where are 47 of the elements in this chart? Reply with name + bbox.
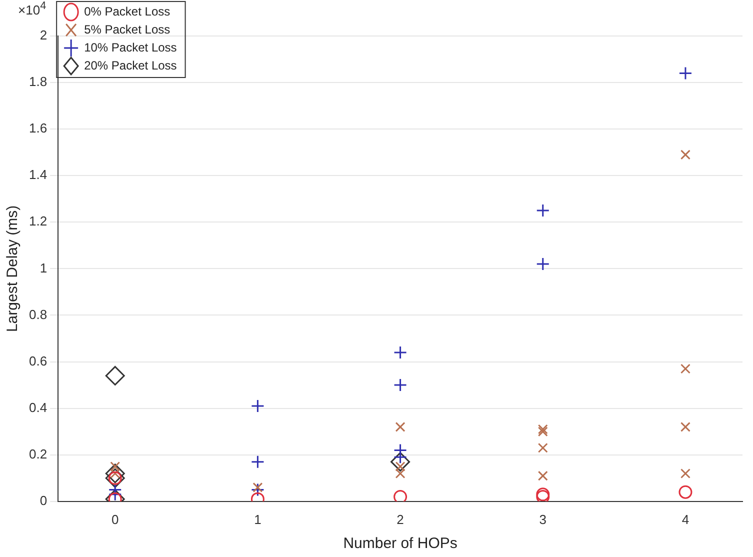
point <box>678 66 692 80</box>
y-tick-label: 2 <box>40 28 48 43</box>
y-tick-label: 0.6 <box>28 353 48 368</box>
point <box>538 426 548 437</box>
point <box>395 422 406 432</box>
point <box>394 378 408 392</box>
y-tick-label: 1.4 <box>28 167 48 182</box>
legend-label: 10% Packet Loss <box>84 40 177 54</box>
point <box>538 424 548 434</box>
x-tick-label: 3 <box>539 512 546 527</box>
point <box>536 204 550 218</box>
legend-label: 0% Packet Loss <box>84 4 170 18</box>
y-tick-label: 1.8 <box>28 74 48 90</box>
point <box>394 490 408 502</box>
legend-label: 5% Packet Loss <box>84 22 170 36</box>
point <box>680 468 690 478</box>
point <box>105 366 125 386</box>
x-tick-label: 4 <box>682 512 690 527</box>
y-tick-label: 1.2 <box>28 214 48 229</box>
y-tick-label: 0.2 <box>28 446 48 462</box>
point <box>108 488 122 502</box>
y-tick-label: 0.4 <box>28 400 48 415</box>
y-tick-label: 1 <box>40 260 48 276</box>
point <box>538 470 548 481</box>
point <box>680 422 690 432</box>
text: ×10$^{4}$ <box>18 0 46 18</box>
point <box>250 455 264 469</box>
point <box>252 482 263 492</box>
point <box>680 364 690 374</box>
y-tick-label: 0 <box>40 492 48 508</box>
point <box>394 346 408 360</box>
point <box>105 464 125 484</box>
point <box>678 485 692 499</box>
point <box>680 150 690 160</box>
x-tick-label: 2 <box>396 512 404 527</box>
x-tick-label: 1 <box>254 512 262 527</box>
point <box>536 257 550 271</box>
point <box>538 442 548 453</box>
point <box>250 399 264 413</box>
legend-label: 20% Packet Loss <box>84 58 177 72</box>
y-axis-title: Largest Delay (ms) <box>4 205 22 332</box>
x-tick-label: 0 <box>111 512 119 527</box>
y-tick-label: 1.6 <box>28 120 48 136</box>
y-tick-label: 0.8 <box>28 306 48 322</box>
x-axis-title: Number of HOPs <box>343 535 458 552</box>
point <box>390 452 410 472</box>
point <box>250 483 264 497</box>
